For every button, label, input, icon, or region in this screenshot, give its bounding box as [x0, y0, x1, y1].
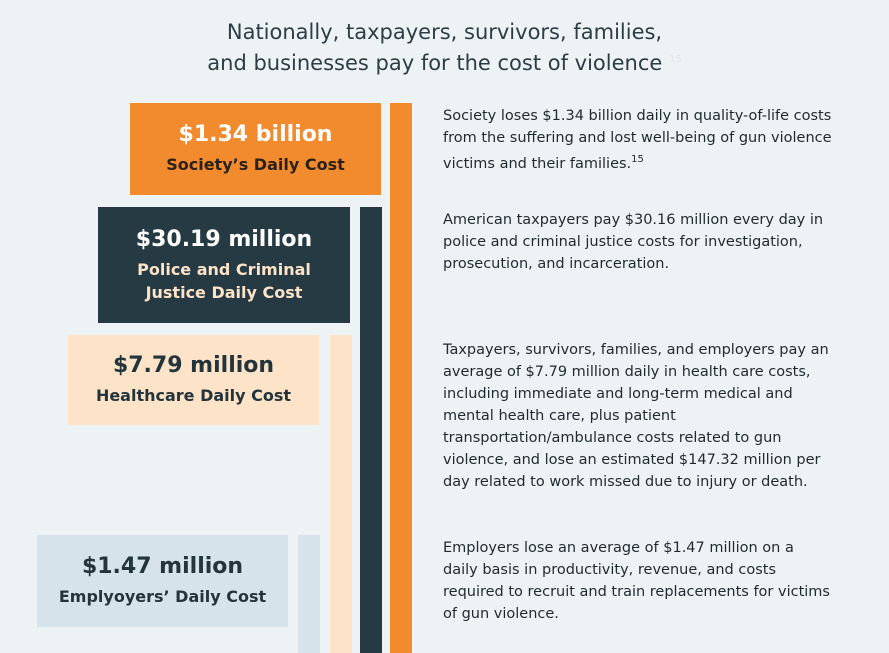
- label: Society’s Daily Cost: [166, 155, 345, 174]
- description: Society loses $1.34 billion daily in qua…: [443, 105, 833, 175]
- amount: $1.34 billion: [178, 122, 333, 147]
- description: Taxpayers, survivors, families, and empl…: [443, 342, 829, 490]
- card: $7.79 million Healthcare Daily Cost: [68, 335, 319, 425]
- title-line: Nationally, taxpayers, survivors, famili…: [226, 20, 663, 44]
- stripe: [360, 207, 382, 653]
- title-line: and businesses pay for the cost of viole…: [0, 51, 889, 75]
- description: Employers lose an average of $1.47 milli…: [443, 540, 830, 622]
- description-text: Society loses $1.34 billion daily in qua…: [443, 108, 832, 172]
- title-text: and businesses pay for the cost of viole…: [207, 51, 663, 75]
- stripe: [298, 535, 320, 653]
- label: Healthcare Daily Cost: [95, 386, 292, 405]
- stripe: [330, 335, 352, 653]
- amount: $1.47 million: [81, 554, 244, 579]
- footnote: 15: [631, 154, 644, 165]
- footnote: 15: [669, 54, 682, 65]
- stripe: [390, 103, 412, 653]
- card: $1.34 billion Society’s Daily Cost: [130, 103, 381, 195]
- label: Emplyoyers’ Daily Cost: [58, 587, 267, 606]
- card: $30.19 million Police and Criminal Justi…: [98, 207, 350, 323]
- label: Police and Criminal Justice Daily Cost: [137, 259, 311, 302]
- card: $1.47 million Emplyoyers’ Daily Cost: [37, 535, 288, 627]
- description: American taxpayers pay $30.16 million ev…: [443, 212, 824, 272]
- amount: $7.79 million: [112, 353, 275, 378]
- amount: $30.19 million: [135, 226, 313, 252]
